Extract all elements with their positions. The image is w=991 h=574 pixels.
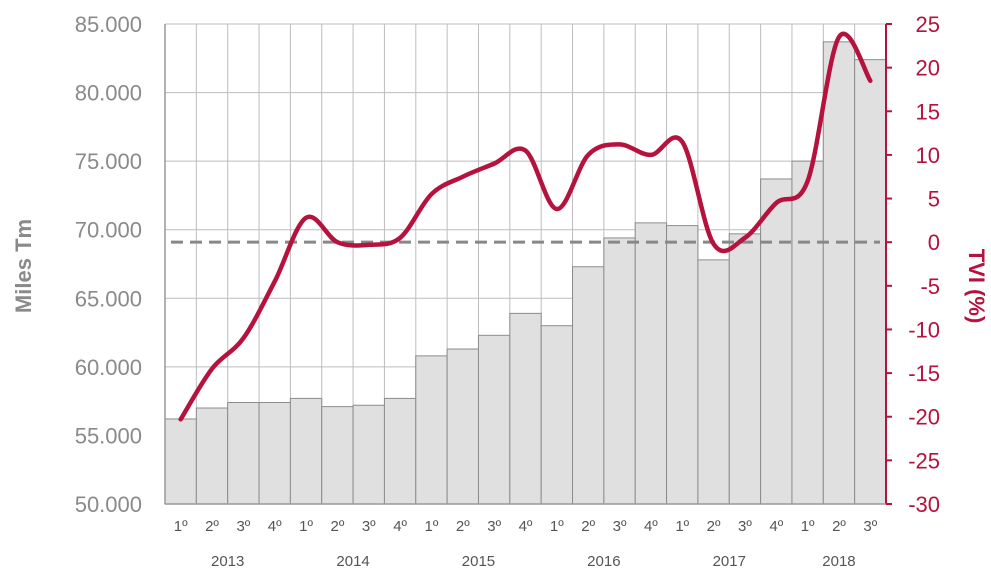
bar [446, 348, 479, 505]
bar [195, 407, 229, 505]
bar [477, 334, 511, 505]
quarter-label: 1º [675, 518, 689, 535]
quarter-label: 3º [236, 518, 250, 535]
right-tick-label: 25 [916, 12, 940, 37]
bars [164, 41, 887, 505]
quarter-label: 4º [393, 518, 407, 535]
bar [289, 397, 323, 505]
bar [854, 59, 887, 505]
year-label: 2015 [462, 553, 495, 570]
bar [540, 325, 574, 505]
year-label: 2013 [211, 553, 244, 570]
bar [760, 178, 793, 505]
bar [415, 355, 448, 505]
right-tick-label: -10 [908, 317, 940, 342]
right-tick-label: -5 [920, 274, 940, 299]
right-tick-label: -30 [908, 492, 940, 517]
right-axis-ticks: -30 -25 -20 -15 -10 -5 0 5 10 15 20 25 [886, 12, 940, 517]
quarter-label: 2º [456, 518, 470, 535]
right-tick-label: 10 [916, 143, 940, 168]
year-label: 2016 [587, 553, 620, 570]
bar [666, 225, 699, 505]
left-tick-label: 55.000 [75, 423, 142, 448]
quarter-label: 4º [644, 518, 658, 535]
year-label: 2014 [336, 553, 369, 570]
quarter-label: 3º [362, 518, 376, 535]
quarter-label: 2º [707, 518, 721, 535]
quarter-label: 1º [299, 518, 313, 535]
left-tick-label: 50.000 [75, 492, 142, 517]
bar [822, 41, 856, 505]
quarter-label: 4º [268, 518, 282, 535]
bar [227, 402, 260, 505]
quarter-label: 2º [832, 518, 846, 535]
right-tick-label: -25 [908, 448, 940, 473]
bar [383, 397, 417, 505]
x-axis-year-labels: 2013 2014 2015 2016 2017 2018 [211, 553, 856, 570]
bar [634, 222, 668, 505]
tvi-line-series [178, 31, 873, 422]
quarter-label: 1º [174, 518, 188, 535]
left-tick-label: 85.000 [75, 12, 142, 37]
right-axis-title: TVI (%) [964, 249, 989, 324]
quarter-label: 3º [738, 518, 752, 535]
quarter-label: 4º [769, 518, 783, 535]
bar [258, 402, 291, 505]
left-tick-label: 65.000 [75, 286, 142, 311]
left-tick-label: 75.000 [75, 149, 142, 174]
right-tick-label: 5 [928, 187, 940, 212]
quarter-label: 1º [425, 518, 439, 535]
quarter-label: 1º [550, 518, 564, 535]
year-label: 2018 [822, 553, 855, 570]
bar [791, 160, 824, 505]
bar [321, 406, 354, 505]
x-axis-quarter-labels: 1º 2º 3º 4º 1º 2º 3º 4º 1º 2º 3º 4º 1º 2º 3º 4º 1º 2º 3º 4º… [174, 518, 878, 535]
bar [509, 312, 542, 505]
quarter-label: 3º [863, 518, 877, 535]
left-axis-title: Miles Tm [11, 219, 36, 313]
bar [603, 237, 636, 505]
quarter-label: 4º [519, 518, 533, 535]
bar [697, 259, 730, 505]
right-tick-label: -20 [908, 405, 940, 430]
quarter-label: 2º [581, 518, 595, 535]
quarter-label: 2º [330, 518, 344, 535]
tvi-line [178, 31, 873, 422]
quarter-label: 2º [205, 518, 219, 535]
quarter-label: 3º [487, 518, 501, 535]
left-axis-ticks: 50.000 55.000 60.000 65.000 70.000 75.000 80.0… [75, 12, 142, 517]
right-tick-label: 20 [916, 56, 940, 81]
right-tick-label: 15 [916, 99, 940, 124]
bar [728, 233, 762, 505]
bar [352, 404, 385, 505]
left-tick-label: 60.000 [75, 355, 142, 380]
right-tick-label: -15 [908, 361, 940, 386]
quarter-label: 1º [801, 518, 815, 535]
left-tick-label: 80.000 [75, 81, 142, 106]
bar [572, 266, 605, 505]
left-tick-label: 70.000 [75, 218, 142, 243]
right-tick-label: 0 [928, 230, 940, 255]
bar [164, 418, 197, 505]
year-label: 2017 [713, 553, 746, 570]
axes [164, 24, 887, 505]
quarter-label: 3º [613, 518, 627, 535]
